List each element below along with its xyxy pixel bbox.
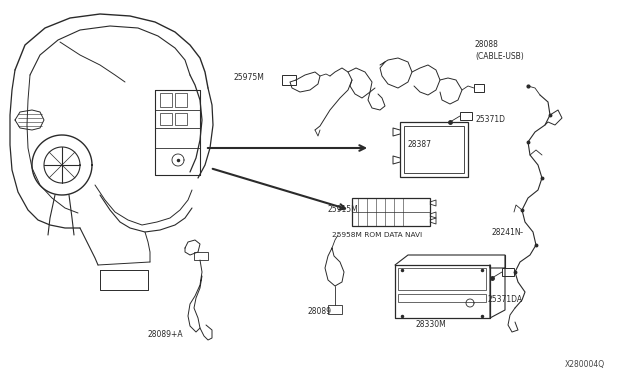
Text: 25915M: 25915M bbox=[328, 205, 359, 214]
Bar bbox=[328, 305, 342, 314]
Bar bbox=[404, 126, 464, 173]
Bar bbox=[352, 198, 430, 226]
Bar bbox=[474, 84, 484, 92]
Text: 25975M: 25975M bbox=[234, 73, 265, 82]
Bar bbox=[160, 113, 172, 125]
Text: 25371DA: 25371DA bbox=[488, 295, 523, 304]
Bar bbox=[460, 112, 472, 120]
Bar bbox=[398, 294, 486, 302]
Text: 28089: 28089 bbox=[308, 307, 332, 316]
Bar bbox=[502, 268, 514, 276]
Text: 28088: 28088 bbox=[475, 40, 499, 49]
Text: 25958M ROM DATA NAVI: 25958M ROM DATA NAVI bbox=[332, 232, 422, 238]
Bar bbox=[398, 268, 486, 290]
Text: 25371D: 25371D bbox=[476, 115, 506, 124]
Bar bbox=[400, 122, 468, 177]
Text: (CABLE-USB): (CABLE-USB) bbox=[475, 52, 524, 61]
Text: X280004Q: X280004Q bbox=[565, 360, 605, 369]
Bar bbox=[160, 93, 172, 107]
Text: 28241N: 28241N bbox=[492, 228, 522, 237]
Text: 28387: 28387 bbox=[408, 140, 432, 149]
Bar bbox=[194, 252, 208, 260]
Bar bbox=[175, 93, 187, 107]
Text: 28089+A: 28089+A bbox=[148, 330, 184, 339]
Text: 28330M: 28330M bbox=[416, 320, 447, 329]
Bar bbox=[282, 75, 296, 85]
Bar bbox=[175, 113, 187, 125]
